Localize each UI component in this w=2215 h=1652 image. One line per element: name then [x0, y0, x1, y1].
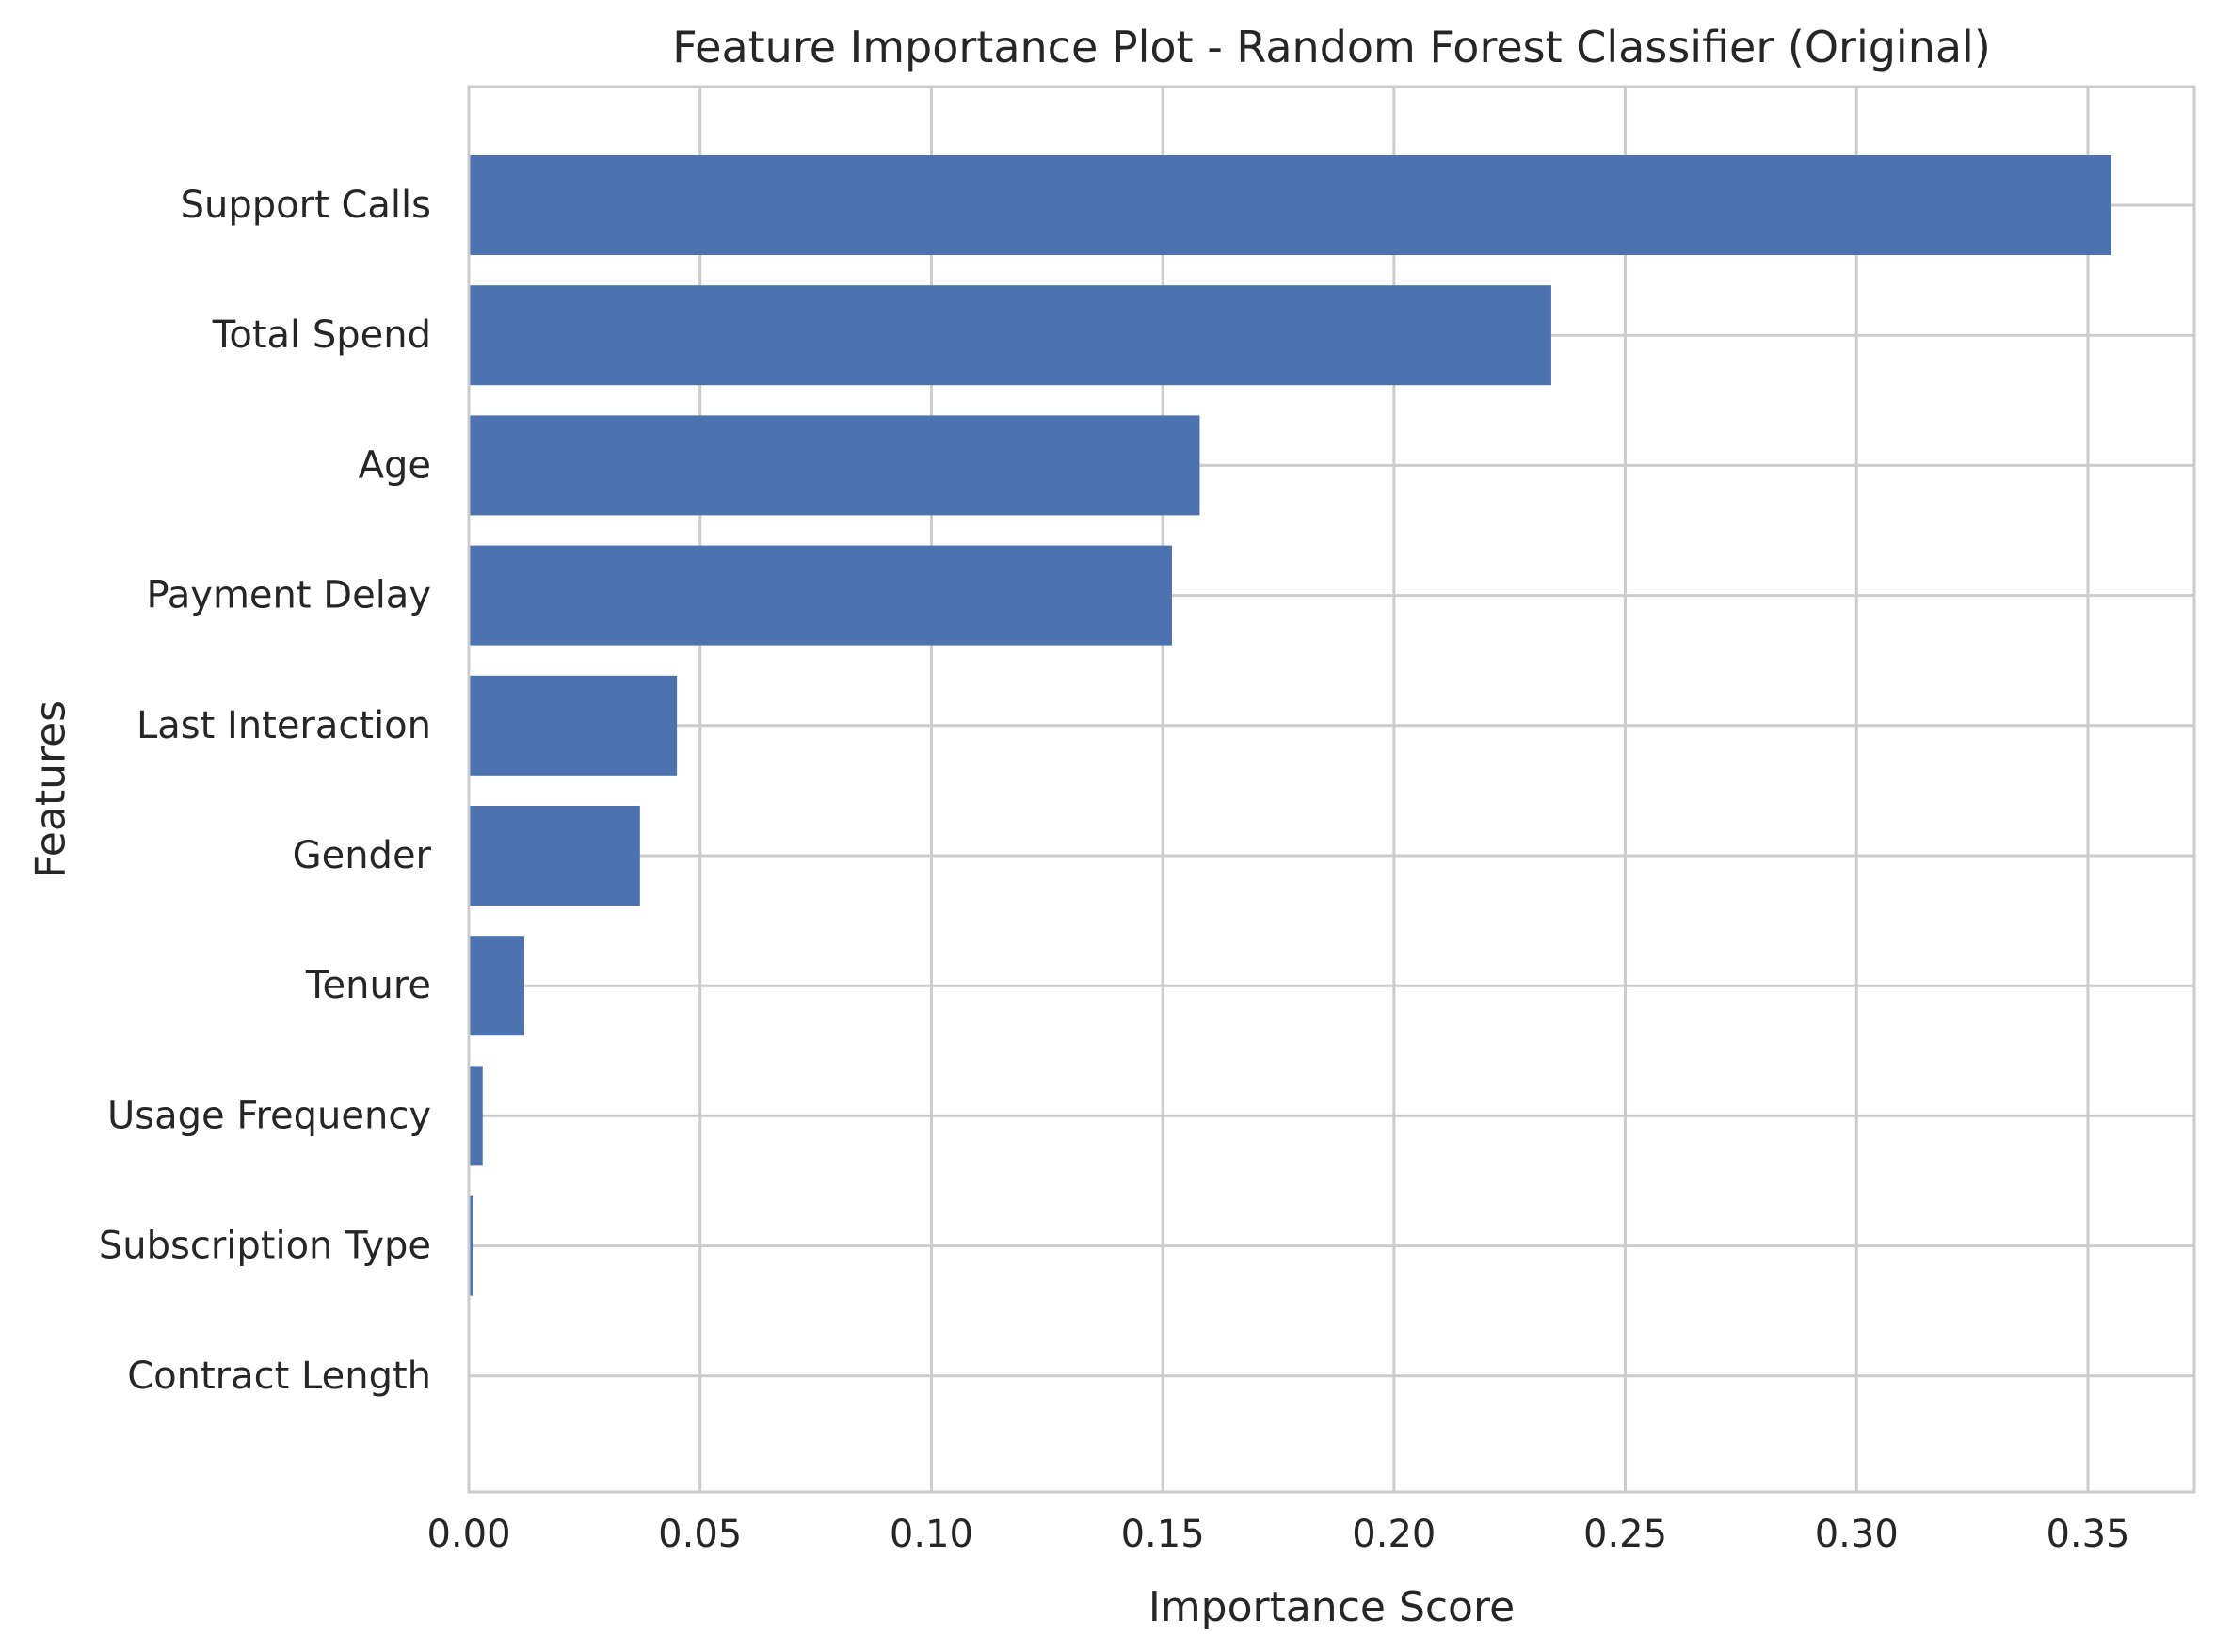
x-axis-label: Importance Score [1148, 1583, 1515, 1631]
bar-total-spend [469, 285, 1551, 386]
x-tick-label: 0.25 [1583, 1513, 1667, 1556]
x-tick-label: 0.30 [1815, 1513, 1899, 1556]
y-tick-label: Payment Delay [146, 574, 431, 617]
y-axis-label: Features [27, 700, 75, 878]
y-tick-label: Usage Frequency [107, 1094, 431, 1137]
x-tick-label: 0.05 [658, 1513, 742, 1556]
bar-usage-frequency [469, 1066, 483, 1166]
plot-frame [467, 85, 2196, 1494]
x-tick-label: 0.10 [890, 1513, 973, 1556]
x-tick-labels: 0.00 0.05 0.10 0.15 0.20 0.25 0.30 0.35 [426, 1513, 2129, 1556]
y-tick-label: Support Calls [181, 184, 431, 227]
x-tick-label: 0.35 [2046, 1513, 2129, 1556]
bar-subscription-type [469, 1195, 473, 1296]
y-tick-label: Subscription Type [99, 1225, 431, 1268]
bar-last-interaction [469, 675, 678, 776]
y-tick-label: Total Spend [212, 313, 431, 357]
y-tick-label: Tenure [305, 964, 431, 1007]
bar-payment-delay [469, 545, 1172, 646]
y-tick-label: Contract Length [127, 1355, 431, 1398]
x-tick-label: 0.15 [1121, 1513, 1205, 1556]
chart-title: Feature Importance Plot - Random Forest … [672, 22, 1991, 72]
bar-age [469, 415, 1200, 516]
y-tick-label: Last Interaction [136, 704, 431, 747]
y-tick-label: Age [359, 443, 431, 487]
y-tick-label: Gender [293, 834, 432, 877]
bar-gender [469, 806, 640, 906]
bar-support-calls [469, 155, 2111, 255]
x-tick-label: 0.20 [1352, 1513, 1436, 1556]
bars [469, 155, 2111, 1296]
y-tick-labels: Support Calls Total Spend Age Payment Delay… [99, 184, 432, 1398]
bar-tenure [469, 936, 524, 1036]
x-tick-label: 0.00 [426, 1513, 510, 1556]
